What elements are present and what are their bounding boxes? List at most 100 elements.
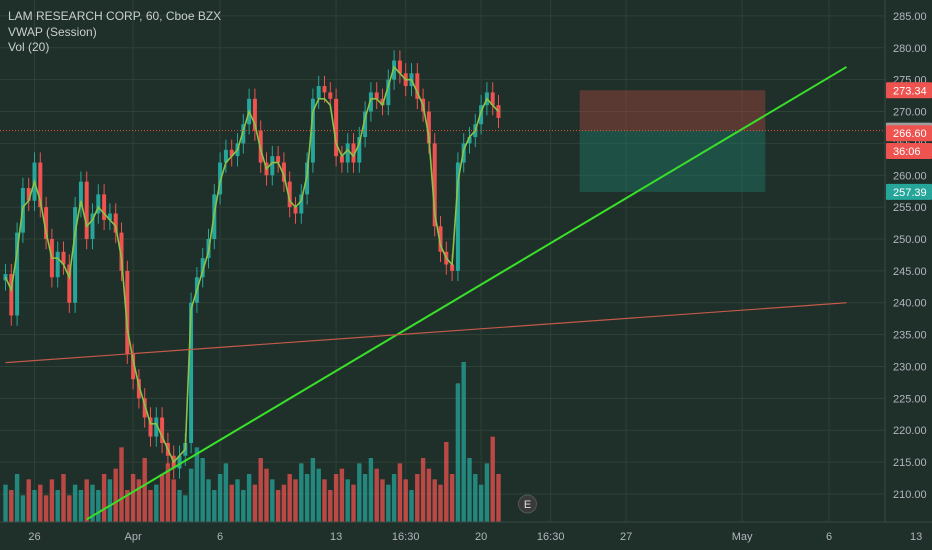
price-label-tag	[886, 125, 932, 142]
legend-symbol: LAM RESEARCH CORP, 60, Cboe BZX	[8, 9, 222, 23]
candle-body	[322, 86, 327, 93]
volume-bar	[9, 490, 14, 522]
time-tick-label: May	[732, 531, 753, 543]
volume-bar	[310, 458, 316, 522]
volume-bar	[368, 458, 374, 522]
candle-body	[252, 98, 257, 131]
volume-bar	[322, 479, 327, 522]
candle-body	[380, 98, 385, 106]
volume-bar	[316, 468, 321, 522]
volume-bar	[391, 474, 397, 522]
candle-body	[113, 213, 118, 233]
candle-body	[363, 111, 368, 138]
volume-bar	[113, 468, 118, 522]
volume-bar	[183, 495, 188, 522]
candle-body	[154, 417, 159, 437]
volume-bar	[287, 474, 292, 522]
volume-bar	[415, 474, 420, 522]
volume-bar	[101, 474, 107, 522]
volume-bar	[490, 436, 495, 522]
time-tick-label: 13	[330, 531, 342, 543]
price-tick-label: 280.00	[893, 43, 927, 55]
volume-bar	[194, 447, 200, 522]
chart-legend: LAM RESEARCH CORP, 60, Cboe BZX VWAP (Se…	[8, 9, 221, 56]
candle-body	[490, 92, 495, 106]
volume-bar	[496, 474, 501, 522]
candle-body	[142, 398, 147, 418]
volume-bar	[107, 479, 113, 522]
candle-body	[223, 149, 228, 163]
volume-bar	[136, 479, 142, 522]
candle-body	[299, 194, 304, 214]
volume-bar	[362, 474, 368, 522]
candle-body	[316, 86, 321, 99]
volume-bar	[43, 495, 49, 522]
candle-body	[281, 162, 286, 182]
price-label-tag	[886, 82, 932, 99]
time-tick-label: 27	[620, 531, 632, 543]
volume-bar	[188, 468, 194, 522]
volume-bar	[130, 474, 136, 522]
price-label-tag	[886, 183, 932, 200]
candle-body	[334, 98, 339, 157]
candle-body	[287, 181, 292, 208]
legend-volume: Vol (20)	[8, 40, 50, 54]
candle-body	[479, 105, 484, 125]
volume-bar	[229, 484, 234, 522]
trendline-support	[86, 66, 848, 521]
candle-body	[293, 207, 298, 214]
volume-bar	[217, 474, 223, 522]
candle-body	[345, 143, 350, 163]
candle-body	[125, 270, 130, 354]
time-axis	[0, 522, 932, 550]
volume-bar	[444, 442, 449, 522]
price-label-text: 273.34	[893, 85, 927, 97]
candle-body	[148, 417, 153, 437]
volume-bar	[357, 463, 362, 522]
volume-bar	[339, 468, 345, 522]
volume-bar	[154, 484, 159, 522]
volume-bar	[374, 468, 379, 522]
price-tick-label: 220.00	[893, 425, 927, 437]
time-tick-label: 13	[910, 531, 922, 543]
volume-bar	[125, 490, 130, 522]
price-tick-label: 240.00	[893, 298, 927, 310]
volume-bar	[455, 383, 461, 522]
volume-bar	[461, 362, 466, 522]
volume-bar	[438, 484, 443, 522]
volume-bar	[119, 447, 124, 522]
volume-bar	[142, 458, 147, 522]
candle-body	[328, 92, 333, 99]
candle-body	[26, 188, 31, 201]
candle-body	[415, 73, 420, 99]
volume-bar	[67, 495, 72, 522]
volume-bar	[49, 479, 55, 522]
volume-bar	[432, 479, 437, 522]
candle-body	[450, 264, 455, 271]
price-label-text: 36:06	[893, 146, 921, 158]
volume-bar	[264, 468, 269, 522]
candle-body	[368, 92, 373, 112]
candle-body	[102, 194, 107, 220]
volume-bar	[14, 474, 20, 522]
volume-bar	[148, 490, 153, 522]
candle-body	[374, 92, 379, 99]
volume-bar	[467, 458, 472, 522]
volume-bar	[78, 490, 84, 522]
time-tick-label: 20	[475, 531, 487, 543]
candle-body	[467, 137, 472, 144]
price-label-tag	[886, 143, 932, 160]
price-label-text: 257.39	[893, 187, 927, 199]
price-tick-label: 285.00	[893, 11, 927, 23]
position-stop-zone	[579, 90, 766, 131]
candle-body	[55, 251, 60, 278]
price-tick-label: 235.00	[893, 330, 927, 342]
volume-bar	[420, 458, 426, 522]
candle-body	[61, 251, 66, 265]
volume-bar	[159, 474, 165, 522]
candle-body	[357, 137, 362, 163]
vwap-line	[4, 65, 500, 464]
volume-bar	[84, 479, 89, 522]
